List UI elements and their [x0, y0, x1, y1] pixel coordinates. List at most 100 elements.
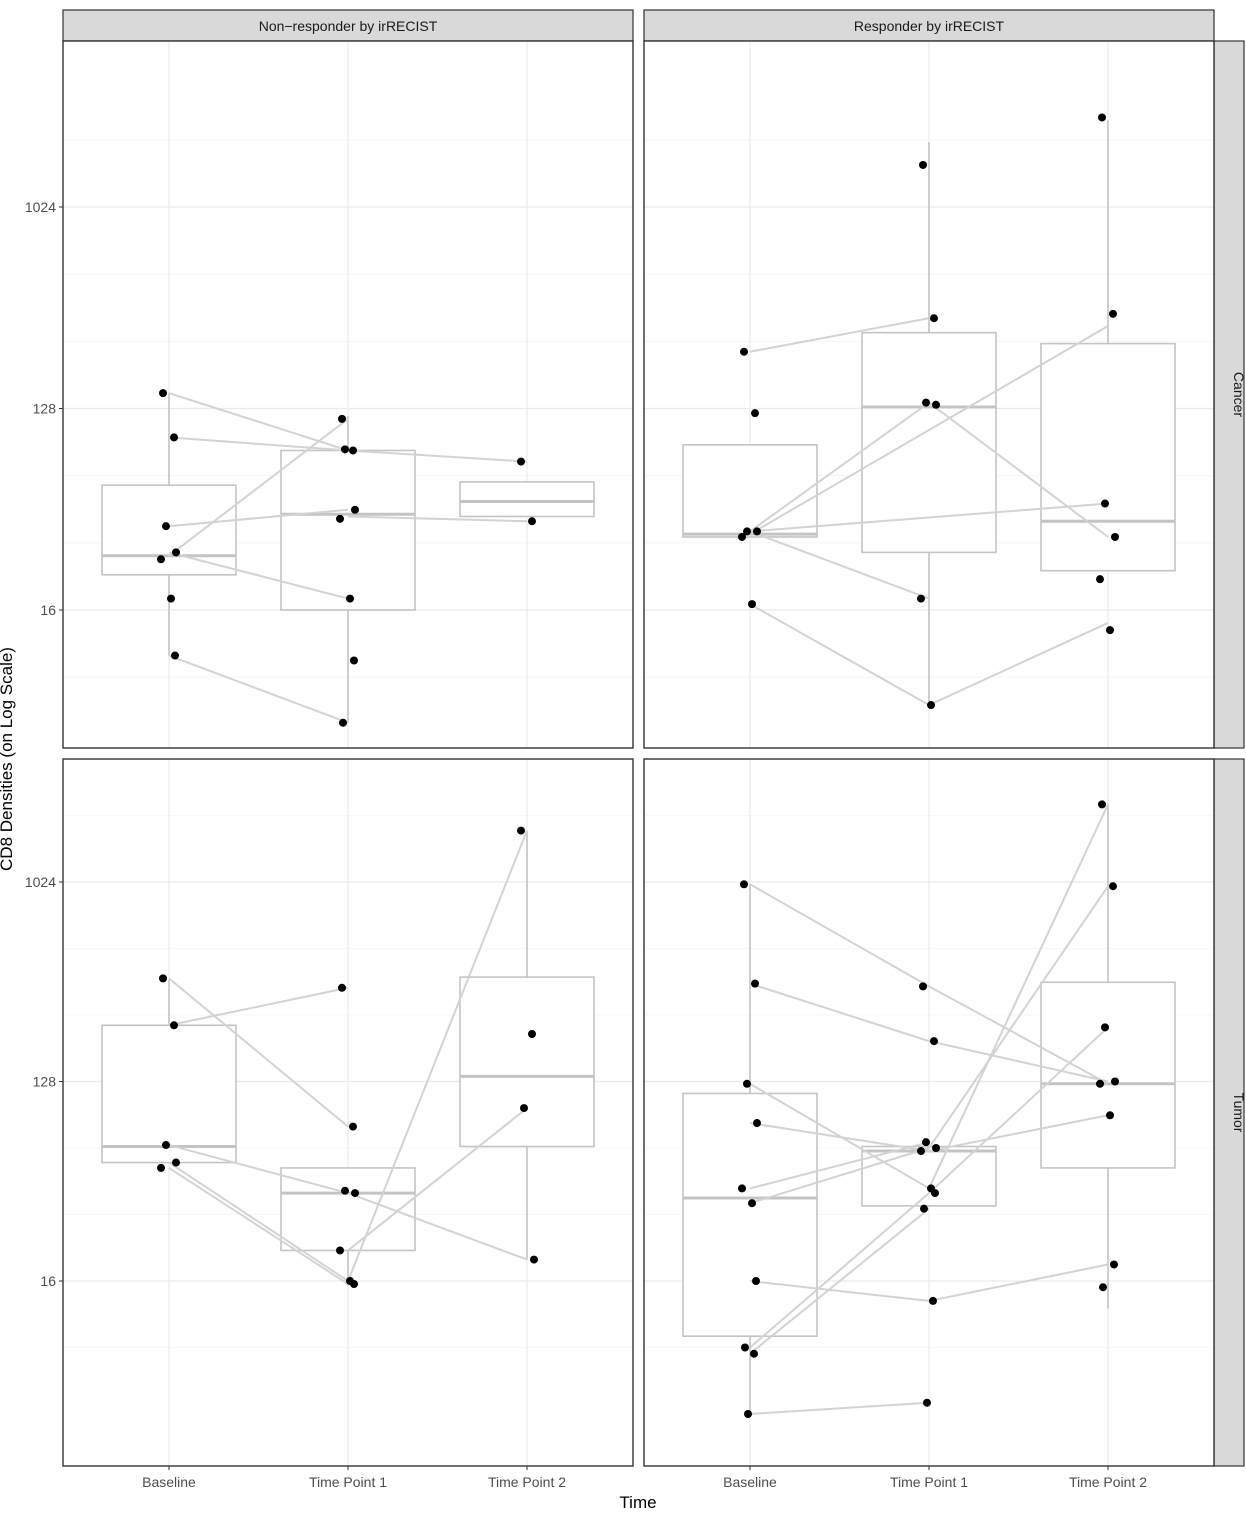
x-tick-label: Time Point 1	[309, 1474, 387, 1490]
data-point	[520, 1104, 528, 1113]
facet-strip-row-label: Tumor	[1231, 1093, 1246, 1133]
data-point	[157, 1163, 165, 1172]
paired-line	[749, 530, 930, 600]
paired-line	[168, 1167, 349, 1285]
y-axis-title: CD8 Densities (on Log Scale)	[0, 647, 16, 871]
data-point	[1111, 532, 1119, 541]
data-point	[930, 314, 938, 323]
data-point	[338, 983, 346, 992]
panel	[643, 40, 1215, 749]
data-point	[1099, 1283, 1107, 1292]
paired-line	[928, 622, 1109, 706]
paired-line	[749, 401, 930, 533]
paired-line	[928, 1114, 1109, 1153]
data-point	[1096, 1079, 1104, 1088]
data-point	[530, 1255, 538, 1264]
x-axis-title: Time	[619, 1493, 656, 1512]
facet-strip-row	[1213, 40, 1245, 749]
data-point	[922, 398, 930, 407]
data-point	[1110, 1260, 1118, 1269]
paired-line	[749, 1141, 930, 1190]
plot-layer: Non−responder by irRECIST Responder by ir…	[25, 9, 1246, 1490]
paired-line	[928, 401, 1109, 538]
x-tick-label: Time Point 1	[890, 1474, 968, 1490]
paired-line	[928, 885, 1109, 1149]
data-point	[740, 880, 748, 889]
data-point	[350, 656, 358, 665]
data-point	[753, 1119, 761, 1128]
panel: Baseline Time Point 1 Time Point 2	[643, 758, 1215, 1490]
data-point	[1098, 113, 1106, 122]
box-iqr	[682, 1092, 818, 1338]
data-point	[170, 433, 178, 442]
box-iqr	[459, 976, 595, 1148]
paired-line	[928, 985, 1109, 1085]
paired-line	[928, 1040, 1109, 1083]
data-point	[743, 527, 751, 536]
data-point	[741, 1343, 749, 1352]
data-point	[336, 514, 344, 523]
data-point	[157, 555, 165, 564]
y-tick-label: 16	[40, 602, 56, 618]
paired-line	[749, 982, 930, 1043]
data-point	[517, 826, 525, 835]
data-point	[738, 532, 746, 541]
box-iqr	[1040, 981, 1176, 1169]
box-iqr	[1040, 342, 1176, 572]
data-point	[917, 594, 925, 603]
data-point	[349, 446, 357, 455]
data-point	[349, 1122, 357, 1131]
paired-line	[928, 1263, 1109, 1302]
data-point	[751, 409, 759, 418]
y-tick-label: 1024	[25, 199, 56, 215]
data-point	[159, 389, 167, 398]
x-tick-label: Time Point 2	[488, 1474, 566, 1490]
paired-line	[168, 436, 349, 452]
data-point	[350, 1280, 358, 1289]
data-point	[346, 594, 354, 603]
data-point	[162, 522, 170, 531]
data-point	[1111, 1077, 1119, 1086]
data-point	[740, 347, 748, 356]
data-point	[930, 1037, 938, 1046]
paired-line	[347, 515, 528, 523]
data-point	[167, 594, 175, 603]
paired-line	[168, 1161, 349, 1282]
paired-line	[168, 551, 349, 600]
data-point	[922, 1138, 930, 1147]
paired-line	[347, 449, 528, 463]
data-point	[738, 1184, 746, 1193]
y-tick-label: 1024	[25, 874, 56, 890]
data-point	[929, 1296, 937, 1305]
data-point	[932, 400, 940, 409]
panel: 16 128 1024	[25, 40, 634, 749]
y-tick-label: 128	[33, 401, 57, 417]
paired-line	[347, 830, 528, 1282]
box-iqr	[280, 449, 416, 611]
data-point	[172, 1158, 180, 1167]
paired-line	[749, 1192, 930, 1349]
paired-line	[928, 1026, 1109, 1194]
paired-line	[749, 1280, 930, 1302]
data-point	[931, 1189, 939, 1198]
data-point	[927, 701, 935, 710]
data-point	[753, 527, 761, 536]
data-point	[1098, 800, 1106, 809]
facet-strip-row-label: Cancer	[1231, 372, 1246, 417]
paired-line	[749, 502, 1109, 533]
paired-line	[928, 803, 1109, 1189]
panel-border	[643, 40, 1215, 749]
paired-line	[749, 603, 930, 706]
data-point	[748, 1199, 756, 1208]
data-point	[917, 1147, 925, 1156]
data-point	[750, 1349, 758, 1358]
paired-line	[168, 977, 349, 1128]
paired-line	[749, 325, 1109, 536]
paired-line	[749, 1122, 930, 1153]
facet-strip-col	[62, 9, 634, 42]
data-point	[1109, 882, 1117, 891]
facet-strip-row	[1213, 758, 1245, 1467]
data-point	[919, 160, 927, 169]
data-point	[1101, 499, 1109, 508]
